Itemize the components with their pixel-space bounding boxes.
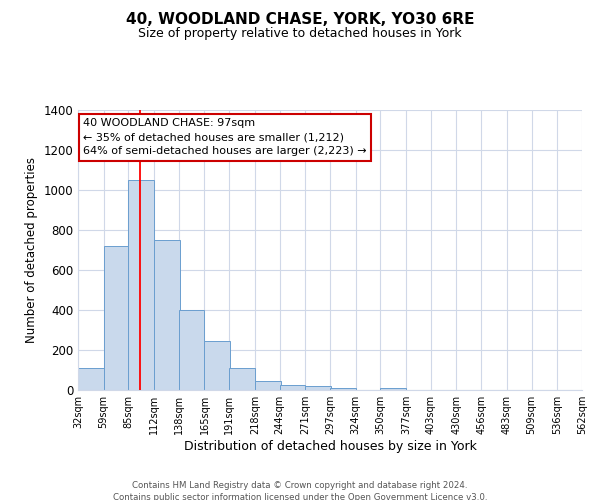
Bar <box>104 246 130 390</box>
Bar <box>255 381 281 390</box>
Bar <box>330 388 356 390</box>
Bar <box>305 386 331 390</box>
Text: Contains public sector information licensed under the Open Government Licence v3: Contains public sector information licen… <box>113 492 487 500</box>
Text: Contains HM Land Registry data © Crown copyright and database right 2024.: Contains HM Land Registry data © Crown c… <box>132 481 468 490</box>
Text: Size of property relative to detached houses in York: Size of property relative to detached ho… <box>138 28 462 40</box>
Bar <box>229 368 255 390</box>
Bar <box>380 388 406 390</box>
Y-axis label: Number of detached properties: Number of detached properties <box>25 157 38 343</box>
Bar <box>154 240 180 390</box>
X-axis label: Distribution of detached houses by size in York: Distribution of detached houses by size … <box>184 440 476 453</box>
Text: 40, WOODLAND CHASE, YORK, YO30 6RE: 40, WOODLAND CHASE, YORK, YO30 6RE <box>126 12 474 28</box>
Bar <box>78 368 104 390</box>
Bar <box>179 310 205 390</box>
Bar <box>128 180 154 390</box>
Text: 40 WOODLAND CHASE: 97sqm
← 35% of detached houses are smaller (1,212)
64% of sem: 40 WOODLAND CHASE: 97sqm ← 35% of detach… <box>83 118 367 156</box>
Bar <box>205 341 230 390</box>
Bar <box>280 385 305 390</box>
